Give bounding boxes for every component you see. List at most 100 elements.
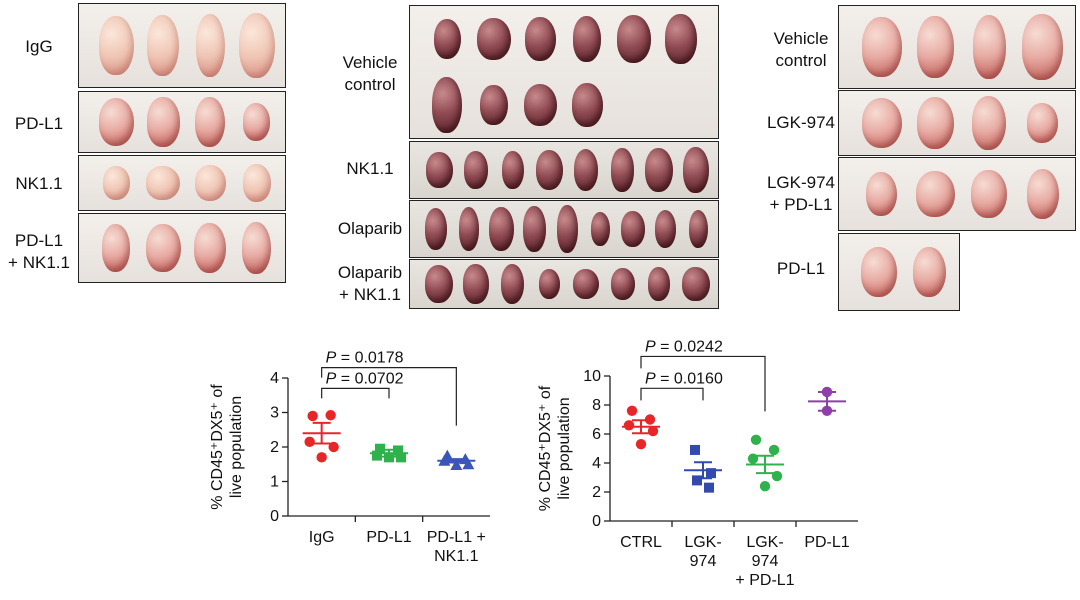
- data-point: [375, 443, 385, 454]
- row-label-nk11: NK1.1: [15, 174, 63, 193]
- p-value-label: P = 0.0242: [645, 338, 723, 355]
- tumor-specimen: [664, 14, 697, 64]
- tumor-specimen: [556, 205, 578, 253]
- x-category-label: CTRL: [620, 534, 662, 551]
- significance-bracket: [640, 355, 766, 412]
- row-label-nk11-mid: NK1.1: [346, 159, 394, 178]
- tumor-specimen: [426, 151, 453, 189]
- row-label-olaparib-nk11: Olaparib + NK1.1: [337, 263, 403, 304]
- y-tick-label: 4: [592, 455, 601, 472]
- tumor-specimen: [243, 103, 271, 141]
- row-label-pd-l1-nk11: PD-L1 + NK1.1: [8, 231, 70, 272]
- tumor-specimen: [523, 83, 558, 127]
- tumor-specimen: [916, 170, 955, 218]
- data-point: [325, 410, 336, 421]
- tumor-photo-olaparib: [409, 200, 719, 258]
- tumor-specimen: [571, 82, 603, 128]
- data-point: [750, 434, 762, 445]
- x-category-label: LGK-974: [684, 534, 721, 570]
- y-axis-label: % CD45⁺DX5⁺ of live population: [537, 385, 573, 511]
- tumor-specimen: [480, 84, 508, 126]
- row-label-vehicle-control-mid: Vehicle control: [342, 53, 398, 94]
- tumor-photo-vehicle-control-mid: [409, 5, 719, 139]
- tumor-specimen: [195, 96, 226, 148]
- scatter-chart-nk-left: 0 1 2 3 4 % CD45⁺DX5⁺ of live population IgG PD-…: [209, 350, 490, 565]
- tumor-specimen: [99, 15, 134, 76]
- y-axis-label: % CD45⁺DX5⁺ of live population: [209, 384, 245, 510]
- tumor-specimen: [538, 269, 560, 299]
- x-category-label: IgG: [309, 529, 335, 546]
- tumor-specimen: [1026, 168, 1059, 219]
- tumor-specimen: [916, 96, 955, 150]
- tumor-specimen: [145, 223, 181, 273]
- data-point: [768, 444, 780, 456]
- tumor-specimen: [102, 224, 131, 272]
- row-label-olaparib: Olaparib: [337, 219, 403, 238]
- tumor-photo-nk11-mid: [409, 141, 719, 199]
- y-tick-label: 2: [270, 439, 279, 456]
- tumor-photo-pd-l1-right: [838, 233, 960, 311]
- tumor-specimen: [102, 166, 131, 200]
- tumor-specimen: [489, 206, 515, 252]
- data-point: [692, 475, 702, 486]
- data-point: [396, 452, 406, 463]
- tumor-specimen: [610, 267, 635, 301]
- row-label-igg: IgG: [25, 37, 53, 56]
- data-point: [635, 438, 647, 450]
- tumor-photo-nk11: [78, 155, 286, 211]
- tumor-specimen: [971, 169, 1007, 219]
- data-point: [450, 458, 463, 470]
- p-value-label: P = 0.0160: [645, 370, 723, 387]
- tumor-specimen: [862, 17, 902, 77]
- y-tick-label: 0: [270, 508, 279, 525]
- tumor-specimen: [194, 164, 226, 202]
- tumor-specimen: [866, 171, 898, 217]
- x-category-label: PD-L1: [804, 534, 849, 551]
- row-label-pd-l1: PD-L1: [14, 114, 64, 133]
- data-point: [372, 450, 382, 461]
- row-label-pd-l1-right: PD-L1: [776, 259, 826, 278]
- tumor-specimen: [861, 97, 903, 149]
- tumor-specimen: [458, 207, 480, 251]
- x-category-label: LGK-974 + PD-L1: [735, 534, 794, 589]
- y-tick-label: 0: [592, 513, 601, 530]
- data-point: [747, 453, 759, 464]
- p-value-label: P = 0.0702: [326, 370, 404, 387]
- tumor-specimen: [688, 209, 709, 249]
- significance-bracket: [321, 367, 457, 426]
- row-label-lgk974: LGK-974: [766, 113, 836, 132]
- significance-bracket: [321, 387, 390, 399]
- tumor-photo-olaparib-nk11: [409, 259, 719, 309]
- tumor-specimen: [477, 17, 511, 61]
- data-point: [704, 482, 714, 493]
- tumor-specimen: [525, 16, 557, 62]
- y-tick-label: 6: [592, 426, 601, 443]
- tumor-specimen: [590, 211, 610, 247]
- x-category-label: PD-L1: [366, 529, 411, 546]
- tumor-specimen: [1022, 14, 1064, 80]
- tumor-specimen: [195, 13, 225, 78]
- data-point: [328, 441, 339, 453]
- scatter-chart-nk-right: 0 2 4 6 8 10 % CD45⁺DX5⁺ of live population CTRL…: [537, 338, 858, 589]
- tumor-specimen: [501, 150, 524, 190]
- tumor-specimen: [572, 268, 600, 300]
- tumor-specimen: [146, 165, 181, 201]
- tumor-specimen: [147, 14, 180, 77]
- tumor-photo-igg: [78, 3, 286, 88]
- tumor-specimen: [194, 222, 226, 274]
- tumor-specimen: [500, 263, 525, 305]
- tumor-specimen: [972, 15, 1006, 79]
- data-point: [706, 468, 716, 479]
- data-point: [626, 405, 638, 416]
- tumor-specimen: [425, 208, 448, 250]
- tumor-specimen: [239, 12, 275, 79]
- y-tick-label: 10: [583, 368, 601, 385]
- tumor-photo-pd-l1: [78, 91, 286, 153]
- tumor-specimen: [912, 246, 946, 298]
- y-tick-label: 8: [592, 397, 601, 414]
- tumor-specimen: [648, 267, 671, 301]
- tumor-specimen: [523, 206, 546, 252]
- tumor-specimen: [645, 147, 674, 193]
- tumor-photo-vehicle-control-right: [838, 5, 1076, 89]
- tumor-specimen: [917, 16, 954, 78]
